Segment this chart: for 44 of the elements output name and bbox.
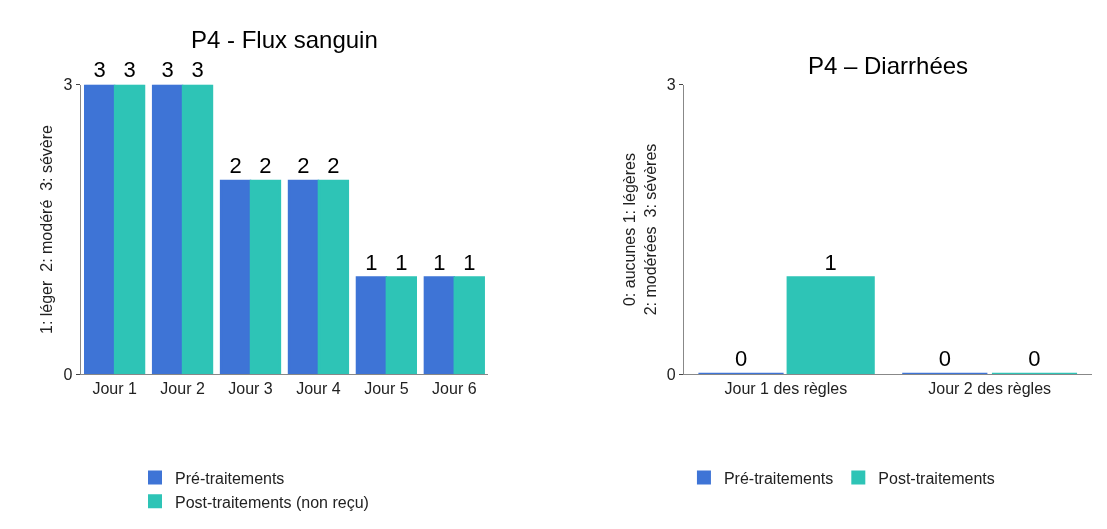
x-tick-label: Jour 1 des règles: [724, 380, 848, 398]
legend-label: Pré-traitements: [723, 469, 834, 487]
x-tick-label: Jour 5: [364, 380, 409, 398]
bar: [83, 84, 116, 375]
chart-title: P4 – Diarrhées: [808, 52, 969, 79]
x-tick-label: Jour 2 des règles: [928, 380, 1052, 398]
y-axis-title: 1: léger 2: modéré 3: sévère: [38, 124, 56, 335]
bar: [385, 276, 418, 375]
data-label: 3: [161, 56, 174, 82]
bar: [355, 276, 388, 375]
x-tick-label: Jour 2: [160, 380, 205, 398]
data-label: 3: [123, 56, 136, 82]
legend-label: Post-traitements: [878, 469, 995, 487]
bar: [151, 84, 184, 375]
data-label: 3: [191, 56, 204, 82]
data-label: 1: [824, 249, 837, 275]
data-label: 2: [327, 153, 340, 179]
x-tick-label: Jour 1: [92, 380, 137, 398]
x-tick-label: Jour 3: [228, 380, 273, 398]
data-label: 0: [1028, 346, 1041, 372]
bar: [287, 179, 320, 375]
data-label: 2: [297, 153, 310, 179]
bar: [423, 276, 456, 375]
data-label: 0: [734, 346, 748, 372]
data-label: 1: [463, 249, 476, 275]
bar: [249, 179, 282, 375]
y-axis-title: 0: aucunes 1: légères 2: modérées 3: sévères: [620, 143, 659, 316]
legend-label: Pré-traitements: [175, 469, 285, 487]
bar: [113, 84, 146, 375]
data-label: 1: [365, 249, 378, 275]
bar: [181, 84, 214, 375]
data-label: 2: [229, 153, 242, 179]
data-label: 1: [395, 249, 408, 275]
x-tick-label: Jour 6: [432, 380, 477, 398]
bar: [219, 179, 252, 375]
data-label: 2: [259, 153, 272, 179]
data-label: 3: [93, 56, 106, 82]
chart-title: P4 - Flux sanguin: [191, 26, 378, 53]
x-tick-label: Jour 4: [296, 380, 341, 398]
bar: [317, 179, 350, 375]
legend-label: Post-traitements (non reçu): [175, 493, 369, 511]
data-label: 1: [433, 249, 446, 275]
bar: [453, 276, 485, 375]
data-label: 0: [938, 346, 951, 372]
